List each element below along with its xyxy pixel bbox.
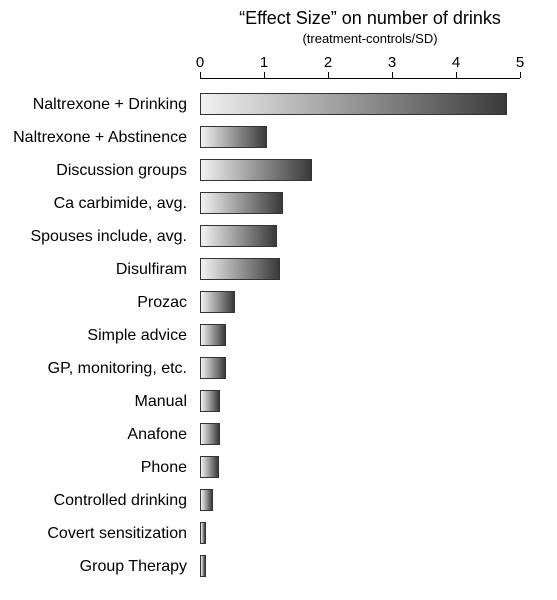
category-label: Prozac	[0, 286, 195, 319]
bar	[200, 93, 507, 115]
bar-row	[200, 484, 520, 517]
bar	[200, 159, 312, 181]
bar	[200, 555, 206, 577]
category-label: Naltrexone + Drinking	[0, 88, 195, 121]
x-tick	[328, 72, 329, 78]
bar	[200, 489, 213, 511]
x-tick	[456, 72, 457, 78]
bar	[200, 522, 206, 544]
category-label: GP, monitoring, etc.	[0, 352, 195, 385]
x-tick-label: 3	[388, 54, 396, 71]
category-label: Anafone	[0, 418, 195, 451]
category-labels: Naltrexone + DrinkingNaltrexone + Abstin…	[0, 88, 195, 583]
bar	[200, 324, 226, 346]
category-label: Spouses include, avg.	[0, 220, 195, 253]
x-tick-label: 4	[452, 54, 460, 71]
bar-row	[200, 187, 520, 220]
chart-subtitle: (treatment-controls/SD)	[200, 31, 540, 46]
bar-row	[200, 88, 520, 121]
bar-row	[200, 286, 520, 319]
x-tick	[200, 72, 201, 78]
chart-title: “Effect Size” on number of drinks	[200, 8, 540, 29]
category-label: Ca carbimide, avg.	[0, 187, 195, 220]
bar-row	[200, 352, 520, 385]
bar	[200, 390, 220, 412]
bar	[200, 192, 283, 214]
bar-row	[200, 451, 520, 484]
bar-row	[200, 220, 520, 253]
bar	[200, 456, 219, 478]
category-label: Discussion groups	[0, 154, 195, 187]
bar	[200, 258, 280, 280]
bar-row	[200, 319, 520, 352]
bar-row	[200, 253, 520, 286]
bar-row	[200, 154, 520, 187]
x-tick-label: 0	[196, 54, 204, 71]
x-tick-label: 5	[516, 54, 524, 71]
plot-area: 012345	[200, 60, 520, 580]
bars-container	[200, 88, 520, 583]
effect-size-chart: “Effect Size” on number of drinks (treat…	[0, 0, 557, 600]
bar-row	[200, 550, 520, 583]
x-tick-label: 1	[260, 54, 268, 71]
bar	[200, 357, 226, 379]
category-label: Naltrexone + Abstinence	[0, 121, 195, 154]
category-label: Controlled drinking	[0, 484, 195, 517]
bar	[200, 291, 235, 313]
x-axis-line	[200, 78, 520, 79]
category-label: Group Therapy	[0, 550, 195, 583]
category-label: Manual	[0, 385, 195, 418]
x-tick	[392, 72, 393, 78]
x-tick-label: 2	[324, 54, 332, 71]
category-label: Disulfiram	[0, 253, 195, 286]
x-tick	[520, 72, 521, 78]
bar-row	[200, 517, 520, 550]
bar-row	[200, 385, 520, 418]
x-tick	[264, 72, 265, 78]
category-label: Simple advice	[0, 319, 195, 352]
bar	[200, 126, 267, 148]
category-label: Covert sensitization	[0, 517, 195, 550]
bar	[200, 423, 220, 445]
bar-row	[200, 121, 520, 154]
bar	[200, 225, 277, 247]
chart-title-block: “Effect Size” on number of drinks (treat…	[200, 8, 540, 46]
category-label: Phone	[0, 451, 195, 484]
bar-row	[200, 418, 520, 451]
